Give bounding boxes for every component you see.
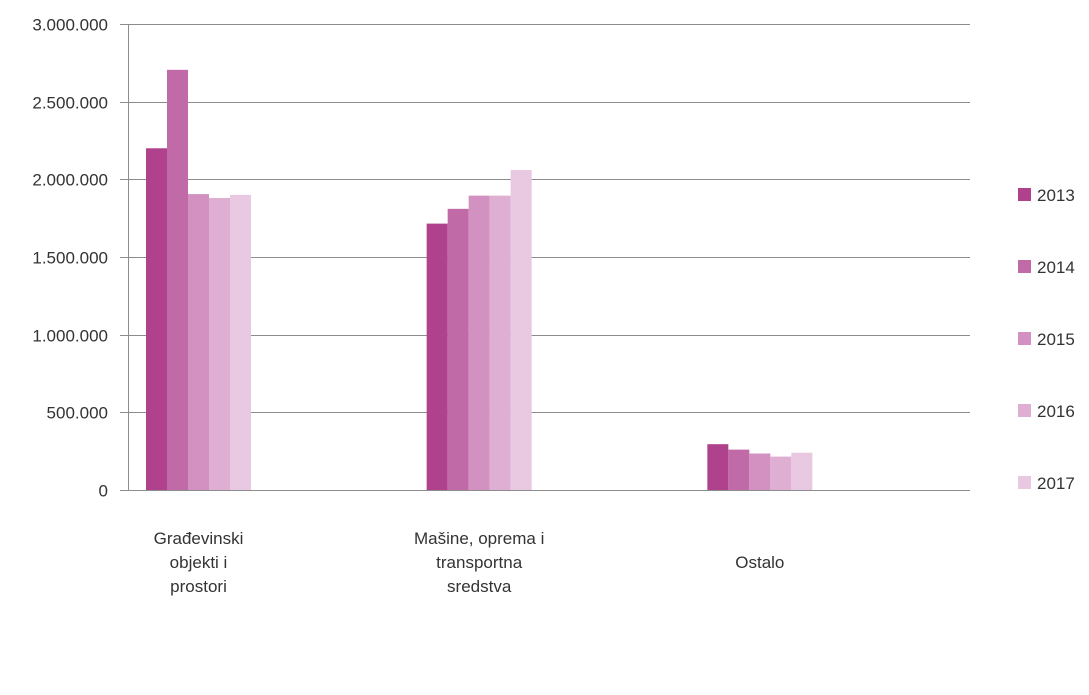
legend-swatch-2014: [1018, 260, 1031, 273]
bar-2015: [749, 453, 771, 490]
legend-label-2017: 2017: [1037, 474, 1075, 493]
category-label: prostori: [170, 577, 227, 596]
bar-2013: [426, 223, 448, 490]
legend-label-2015: 2015: [1037, 330, 1075, 349]
bar-2014: [728, 449, 750, 490]
category-labels: Građevinski objekti i prostori Mašine, opre…: [154, 529, 785, 596]
y-tick-label: 1.500.000: [32, 249, 108, 268]
bar-2014: [167, 69, 188, 490]
y-tick-label: 3.000.000: [32, 16, 108, 35]
category-label: transportna: [436, 553, 523, 572]
bar-2017: [510, 170, 532, 490]
legend-label-2014: 2014: [1037, 258, 1075, 277]
legend-swatch-2016: [1018, 404, 1031, 417]
legend-swatch-2015: [1018, 332, 1031, 345]
bar-2015: [468, 195, 490, 491]
legend-label-2013: 2013: [1037, 186, 1075, 205]
bars: [146, 69, 813, 491]
bar-2016: [489, 195, 511, 491]
legend-swatch-2013: [1018, 188, 1031, 201]
bar-2016: [770, 456, 792, 490]
bar-2017: [230, 194, 251, 490]
bar-2016: [209, 197, 230, 490]
bar-2013: [146, 148, 167, 490]
y-tick-label: 2.000.000: [32, 171, 108, 190]
gridlines: [120, 24, 970, 491]
y-axis-tick-labels: 0 500.000 1.000.000 1.500.000 2.000.000 2.500…: [32, 16, 108, 501]
category-label: sredstva: [447, 577, 512, 596]
bar-2017: [791, 452, 813, 490]
y-tick-label: 0: [99, 482, 108, 501]
legend-swatch-2017: [1018, 476, 1031, 489]
y-tick-label: 500.000: [47, 404, 108, 423]
y-tick-label: 1.000.000: [32, 327, 108, 346]
bar-2015: [188, 194, 209, 490]
y-tick-label: 2.500.000: [32, 94, 108, 113]
bar-2014: [447, 208, 469, 490]
category-label: Građevinski: [154, 529, 244, 548]
category-label: Mašine, oprema i: [414, 529, 544, 548]
legend: 2013 2014 2015 2016 2017: [1018, 186, 1075, 493]
bar-2013: [707, 444, 729, 490]
category-label: Ostalo: [735, 553, 784, 572]
category-label: objekti i: [170, 553, 228, 572]
legend-label-2016: 2016: [1037, 402, 1075, 421]
